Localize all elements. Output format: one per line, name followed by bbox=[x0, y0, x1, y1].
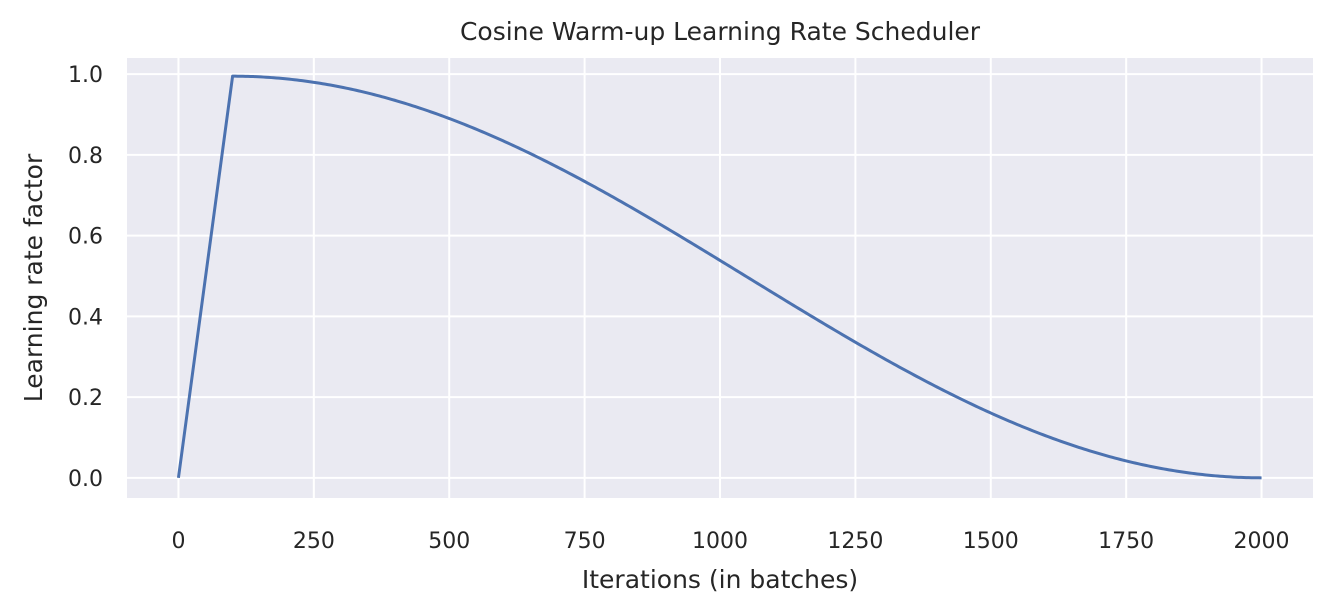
x-tick-label: 1000 bbox=[692, 529, 748, 554]
y-tick-label: 0.0 bbox=[68, 467, 103, 492]
x-tick-label: 1750 bbox=[1098, 529, 1154, 554]
x-tick-label: 0 bbox=[171, 529, 185, 554]
x-tick-label: 500 bbox=[428, 529, 470, 554]
x-tick-label: 2000 bbox=[1234, 529, 1290, 554]
x-tick-label: 750 bbox=[564, 529, 606, 554]
x-axis-label: Iterations (in batches) bbox=[582, 565, 858, 594]
series-line bbox=[176, 74, 1262, 480]
x-tick-label: 1250 bbox=[827, 529, 883, 554]
series-layer bbox=[176, 74, 1262, 480]
y-tick-label: 0.4 bbox=[68, 305, 103, 330]
y-axis-label: Learning rate factor bbox=[19, 153, 48, 402]
y-tick-labels: 0.0 0.2 0.4 0.6 0.8 1.0 bbox=[68, 63, 103, 492]
x-tick-labels: 0 250 500 750 1000 1250 1500 1750 2000 bbox=[171, 529, 1289, 554]
y-tick-label: 0.2 bbox=[68, 386, 103, 411]
grid-lines bbox=[127, 58, 1313, 498]
y-tick-label: 1.0 bbox=[68, 63, 103, 88]
y-tick-label: 0.6 bbox=[68, 225, 103, 250]
x-tick-label: 250 bbox=[293, 529, 335, 554]
x-tick-label: 1500 bbox=[963, 529, 1019, 554]
y-tick-label: 0.8 bbox=[68, 144, 103, 169]
chart-title: Cosine Warm-up Learning Rate Scheduler bbox=[460, 17, 981, 46]
